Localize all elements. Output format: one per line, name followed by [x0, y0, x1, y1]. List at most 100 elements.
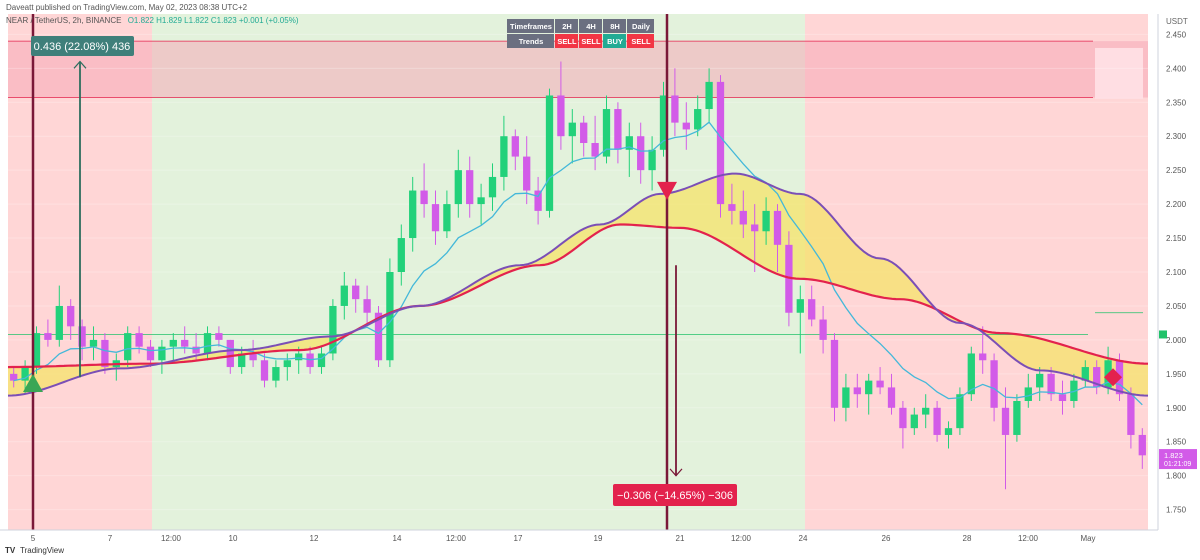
- candle-body: [1093, 367, 1101, 388]
- candle-body: [454, 170, 462, 205]
- candle-body: [101, 339, 109, 368]
- publisher-line: Daveatt published on TradingView.com, Ma…: [6, 3, 248, 12]
- candle-body: [819, 319, 827, 340]
- time-axis[interactable]: 5 7 12:00 10 12 14 12:00 17 19 21 12:00 24 26 28 12:00…: [0, 529, 1158, 543]
- table-header-cell: [555, 19, 578, 33]
- price-tick: 2.200: [1166, 200, 1187, 209]
- last-price-box: [1159, 449, 1197, 470]
- trend-table: Timeframes Trends 2H SELL 4H SELL 8H BUY Daily SE…: [507, 19, 654, 48]
- table-trend-cell: [627, 34, 654, 48]
- candle-body: [580, 122, 588, 143]
- sell-signal-triangle: [657, 181, 677, 200]
- candle-body: [728, 204, 736, 211]
- price-tick: 1.850: [1166, 438, 1187, 447]
- candle-body: [842, 387, 850, 408]
- candle-body: [374, 312, 383, 361]
- exit-signal-diamond: [1104, 368, 1122, 387]
- candle-body: [89, 339, 98, 347]
- candle-body: [511, 136, 519, 157]
- time-tick: 12:00: [161, 534, 182, 543]
- time-tick: 12:00: [1018, 534, 1039, 543]
- candle-body: [876, 380, 884, 388]
- table-trend-text: SELL: [557, 37, 577, 46]
- candle-body: [922, 407, 930, 415]
- candle-body: [317, 353, 326, 368]
- table-trend-text: SELL: [631, 37, 651, 46]
- candle-body: [557, 95, 565, 137]
- candle-body: [534, 190, 542, 211]
- candle-body: [21, 367, 29, 381]
- table-trend-text: Trends: [519, 37, 544, 46]
- table-header-text: Daily: [632, 22, 651, 31]
- time-tick: 17: [514, 534, 523, 543]
- candle-body: [1058, 394, 1067, 401]
- price-tick: 2.000: [1166, 336, 1187, 345]
- candle-body: [751, 224, 759, 232]
- candle-body: [762, 210, 770, 232]
- table-header-cell: [507, 19, 554, 33]
- candle-body: [488, 176, 497, 198]
- last-price-label: 1.823: [1164, 451, 1183, 460]
- candle-body: [1138, 434, 1146, 456]
- candle-body: [773, 210, 782, 245]
- candle-body: [830, 339, 839, 408]
- candle-body: [409, 190, 417, 239]
- ohlc-values: O1.822 H1.829 L1.822 C1.823 +0.001 (+0.0…: [128, 16, 299, 25]
- time-tick: 26: [882, 534, 891, 543]
- candle-body: [648, 149, 656, 171]
- candle-body: [910, 414, 918, 429]
- candle-body: [865, 380, 873, 395]
- grid: [8, 33, 1148, 511]
- table-trend-cell: [555, 34, 578, 48]
- price-tick: 1.750: [1166, 506, 1187, 515]
- price-tick: 2.250: [1166, 166, 1187, 175]
- table-header-cell: [627, 19, 654, 33]
- candle-body: [135, 333, 143, 347]
- candle-body: [716, 81, 725, 205]
- candle-body: [249, 353, 257, 361]
- price-tick: 2.450: [1166, 30, 1187, 39]
- time-tick: 12: [310, 534, 319, 543]
- table-header-text: 2H: [562, 22, 572, 31]
- buy-signal-triangle: [23, 374, 43, 393]
- price-tick: 1.800: [1166, 472, 1187, 481]
- countdown-label: 01:21:09: [1164, 461, 1191, 468]
- candle-body: [203, 333, 212, 354]
- trend-zone: [152, 14, 805, 530]
- candle-body: [694, 109, 702, 130]
- brand-name: TradingView: [20, 546, 64, 555]
- supply-zone: [8, 41, 1148, 98]
- candle-body: [226, 339, 234, 368]
- table-trend-text: BUY: [607, 37, 623, 46]
- candle-body: [659, 95, 668, 150]
- candle-body: [215, 333, 223, 340]
- candle-body: [1013, 401, 1021, 435]
- candle-body: [682, 122, 690, 130]
- table-header-text: Timeframes: [510, 22, 552, 31]
- candle-body: [1024, 387, 1032, 401]
- price-tick: 2.100: [1166, 268, 1187, 277]
- measure-tools: 0.436 (22.08%) 436 −0.306 (−14.65%) −306: [31, 36, 737, 506]
- price-tick: 2.400: [1166, 64, 1187, 73]
- candle-body: [466, 170, 474, 205]
- candle-body: [352, 285, 360, 300]
- candle-body: [238, 353, 246, 368]
- candle-body: [853, 387, 861, 395]
- currency-label: USDT: [1166, 17, 1188, 26]
- candle-body: [545, 95, 554, 211]
- table-trend-text: SELL: [581, 37, 601, 46]
- ema-slow-line: [7, 223, 1149, 369]
- price-axis[interactable]: USDT 2.450 2.400 2.350 2.300 2.250 2.200 2.150…: [1157, 14, 1200, 530]
- time-tick: 19: [594, 534, 603, 543]
- candle-body: [614, 109, 622, 150]
- candle-body: [124, 333, 132, 361]
- candle-body: [899, 407, 907, 429]
- candle-body: [340, 285, 348, 306]
- table-header-text: 4H: [586, 22, 596, 31]
- candle-body: [283, 360, 291, 368]
- candle-body: [637, 136, 645, 171]
- candle-body: [295, 353, 303, 361]
- candle-body: [705, 81, 713, 110]
- signals: [23, 181, 1122, 393]
